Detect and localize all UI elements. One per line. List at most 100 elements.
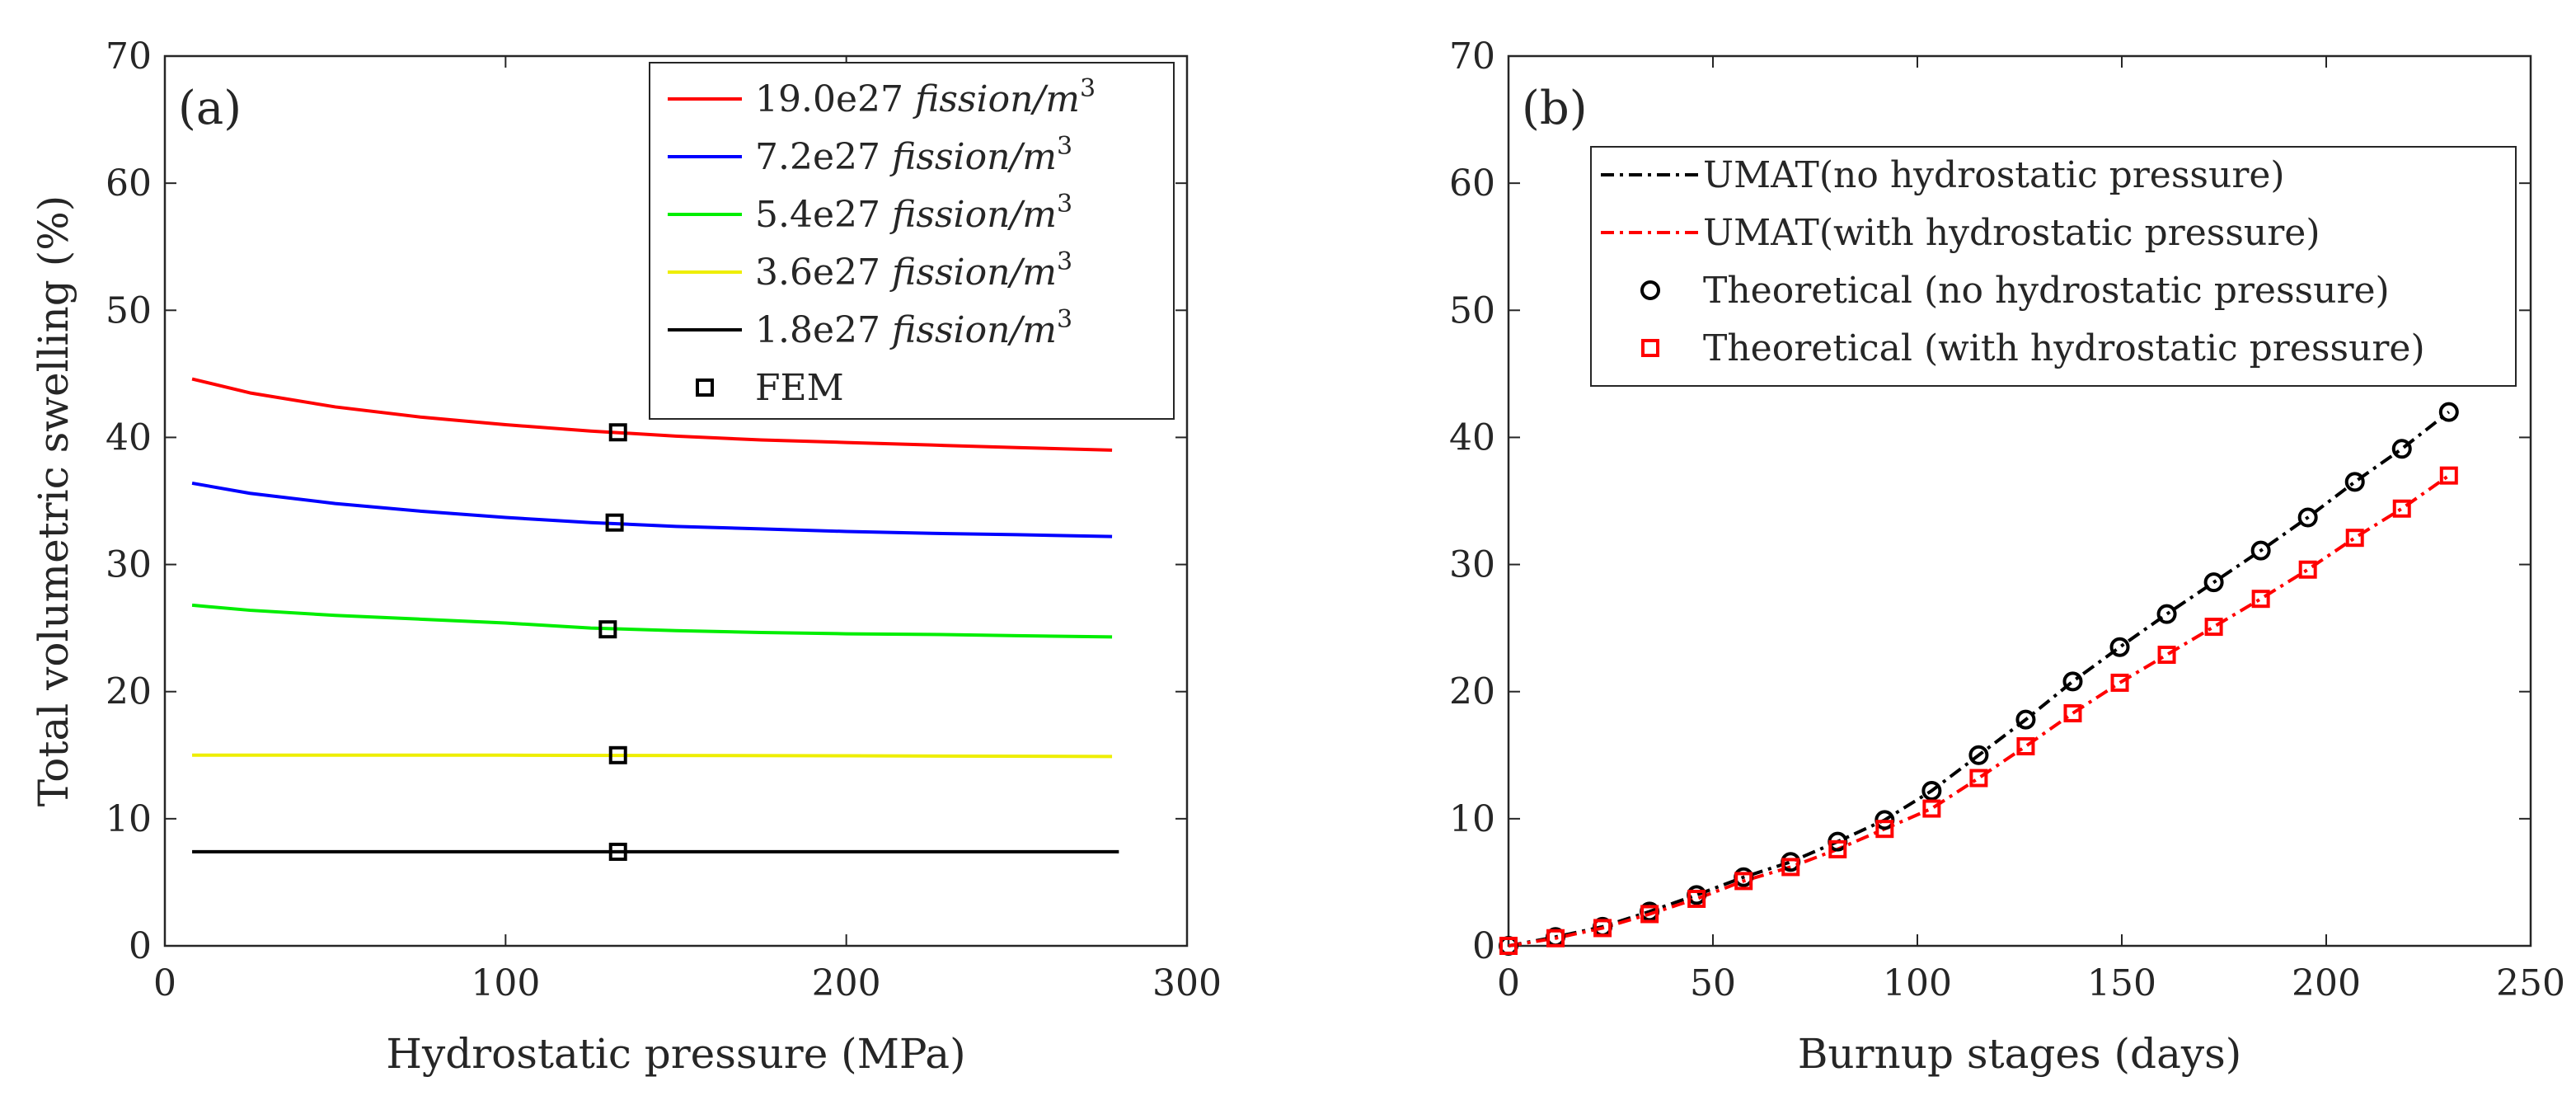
legend-label: Theoretical (no hydrostatic pressure) <box>1703 270 2390 312</box>
fem-marker <box>608 745 627 764</box>
legend-series-name: UMAT(no hydrostatic pressure) <box>1703 154 2285 196</box>
series-line <box>191 377 1113 452</box>
x-tick-label: 0 <box>153 962 176 1004</box>
fem-marker <box>605 513 624 532</box>
legend-unit-exponent: 3 <box>1057 132 1072 161</box>
data-point-square <box>1687 889 1706 908</box>
legend-unit-exponent: 3 <box>1057 247 1072 276</box>
legend-space <box>903 78 915 120</box>
x-axis-label: Burnup stages (days) <box>1798 1030 2242 1078</box>
x-tick-label: 250 <box>2496 962 2565 1004</box>
data-point-square <box>2016 736 2035 755</box>
y-tick-label: 0 <box>129 925 152 967</box>
data-point-square <box>1969 769 1988 788</box>
data-point-square <box>2345 529 2364 548</box>
data-point-square <box>1781 858 1800 877</box>
legend-swatch-square <box>1641 339 1659 357</box>
legend-space <box>880 309 892 351</box>
legend-series-name: Theoretical (no hydrostatic pressure) <box>1703 270 2390 312</box>
data-point-square <box>2204 618 2223 637</box>
data-point-square <box>2157 646 2176 665</box>
x-tick-label: 200 <box>812 962 881 1004</box>
data-point-circle <box>2344 472 2365 492</box>
legend-label: Theoretical (with hydrostatic pressure) <box>1703 327 2425 369</box>
data-point-circle <box>2015 709 2036 730</box>
legend-label: UMAT(no hydrostatic pressure) <box>1703 154 2285 196</box>
legend-label: 1.8e27 fission/m3 <box>755 305 1072 351</box>
data-point-square <box>2439 466 2458 485</box>
y-tick-label: 40 <box>1449 416 1495 458</box>
legend-swatch-circle <box>1640 280 1660 300</box>
y-tick-label: 70 <box>106 35 152 78</box>
y-tick-label: 30 <box>106 544 152 586</box>
axes-frame <box>163 54 1189 947</box>
legend-unit-exponent: 3 <box>1080 74 1096 103</box>
series-line <box>192 753 1113 759</box>
legend-unit: fission/m <box>889 309 1057 351</box>
chart-panel-b: 0 50 100 150 200 250 0 10 20 30 40 50 60 70 Burnup sta… <box>1449 35 2565 1078</box>
data-point-square <box>1828 839 1847 858</box>
legend-unit: fission/m <box>889 136 1057 178</box>
series-line <box>1508 474 2450 947</box>
legend-label: 5.4e27 fission/m3 <box>755 190 1072 236</box>
axes-frame <box>1507 54 2532 947</box>
legend-unit: fission/m <box>889 194 1057 236</box>
data-point-square <box>2063 703 2082 722</box>
legend-label: 3.6e27 fission/m3 <box>755 247 1072 294</box>
x-tick-label: 100 <box>1883 962 1952 1004</box>
y-tick-label: 10 <box>106 798 152 840</box>
series-line <box>191 481 1113 538</box>
legend-unit-exponent: 3 <box>1057 190 1072 219</box>
y-tick-label: 50 <box>1449 289 1495 332</box>
fem-marker <box>598 620 617 639</box>
y-tick-label: 0 <box>1472 925 1495 967</box>
legend-series-name: UMAT(with hydrostatic pressure) <box>1703 212 2320 254</box>
x-axis-label: Hydrostatic pressure (MPa) <box>386 1030 965 1078</box>
legend: UMAT(no hydrostatic pressure) UMAT(with h… <box>1590 146 2517 387</box>
x-tick-label: 150 <box>2087 962 2156 1004</box>
legend-series-name: 3.6e27 <box>755 252 880 294</box>
y-tick-label: 20 <box>1449 671 1495 713</box>
legend-series-name: 19.0e27 <box>755 78 903 120</box>
data-point-circle <box>2438 402 2459 422</box>
legend: 19.0e27 fission/m37.2e27 fission/m35.4e2… <box>649 62 1175 420</box>
legend-label: 19.0e27 fission/m3 <box>755 74 1096 120</box>
x-tick-label: 200 <box>2292 962 2361 1004</box>
legend-space <box>880 194 892 236</box>
legend-series-name: Theoretical (with hydrostatic pressure) <box>1703 327 2425 369</box>
y-tick-label: 50 <box>106 289 152 332</box>
legend-unit-exponent: 3 <box>1057 305 1072 334</box>
y-tick-label: 40 <box>106 416 152 458</box>
y-axis-label: Total volumetric swelling (%) <box>30 195 77 806</box>
data-point-circle <box>2156 604 2177 624</box>
x-tick-label: 50 <box>1690 962 1736 1004</box>
data-point-square <box>2392 499 2411 518</box>
data-point-circle <box>2250 540 2271 561</box>
chart-panel-a: 0 100 200 300 0 10 20 30 40 50 60 70 Hydrostatic pre… <box>30 35 1222 1078</box>
data-point-square <box>2110 673 2129 692</box>
legend-space <box>880 136 892 178</box>
y-tick-label: 60 <box>1449 162 1495 205</box>
y-tick-label: 30 <box>1449 544 1495 586</box>
data-point-square <box>1640 905 1659 924</box>
data-point-circle <box>2203 572 2224 593</box>
data-point-circle <box>2109 637 2130 657</box>
legend-unit: fission/m <box>889 252 1057 294</box>
legend-space <box>880 252 892 294</box>
series-line <box>191 603 1113 639</box>
data-point-circle <box>1968 745 1989 765</box>
y-tick-label: 10 <box>1449 798 1495 840</box>
x-tick-label: 100 <box>471 962 540 1004</box>
panel-label: (a) <box>178 82 242 135</box>
data-point-square <box>1546 929 1565 947</box>
legend-label: UMAT(with hydrostatic pressure) <box>1703 212 2320 254</box>
y-tick-label: 70 <box>1449 35 1495 78</box>
data-point-circle <box>2391 439 2412 459</box>
legend-box <box>649 62 1175 420</box>
data-point-square <box>2251 590 2270 609</box>
legend-unit: fission/m <box>913 78 1080 120</box>
y-tick-label: 60 <box>106 162 152 205</box>
legend-series-name: 1.8e27 <box>755 309 880 351</box>
legend-label: 7.2e27 fission/m3 <box>755 132 1072 178</box>
